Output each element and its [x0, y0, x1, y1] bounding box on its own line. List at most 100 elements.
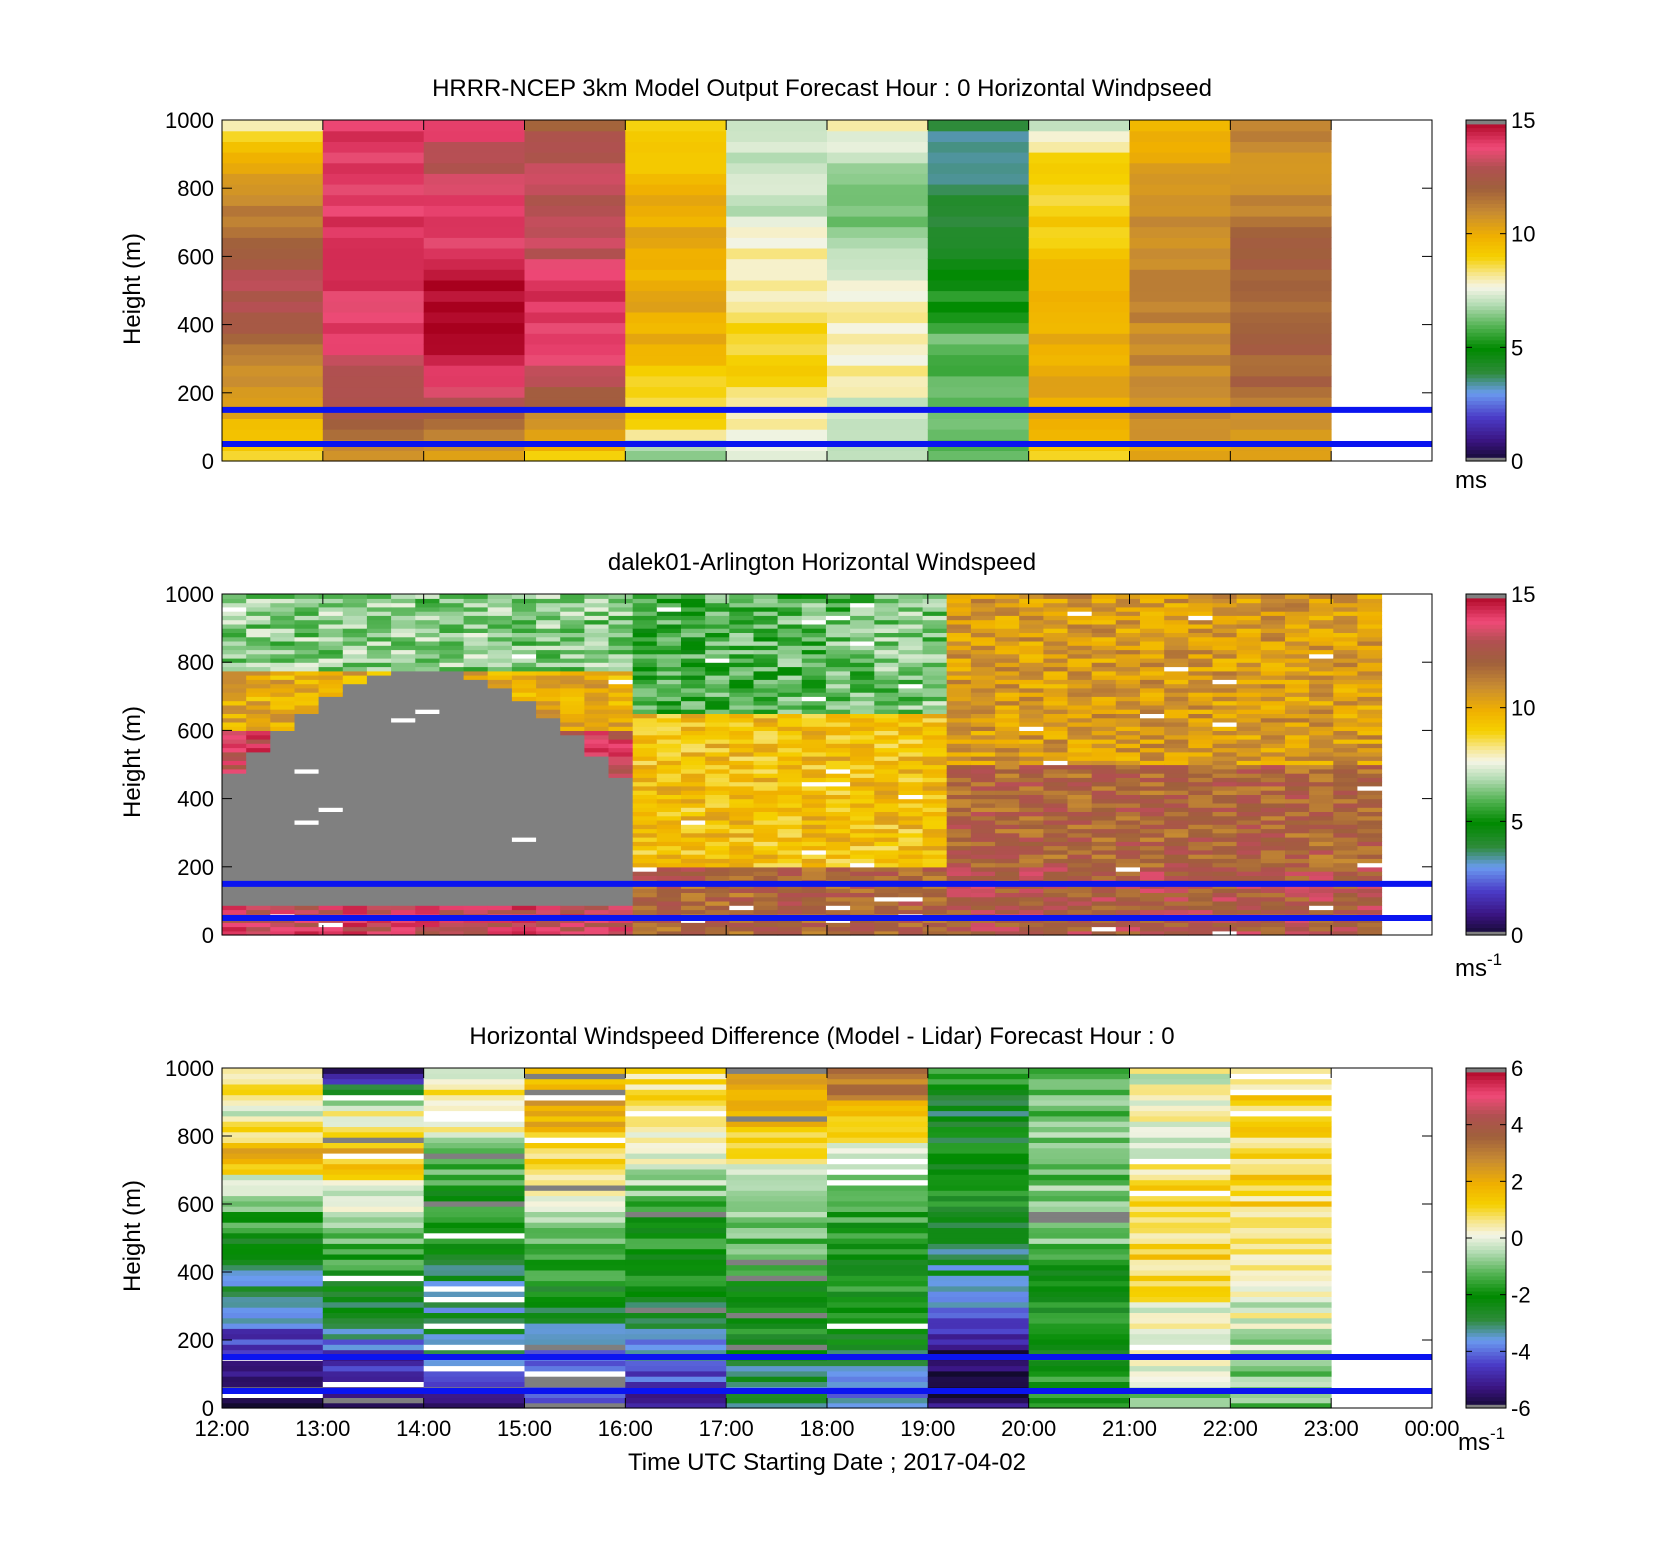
colorbar-swatch [1466, 192, 1506, 197]
heatmap-cell [1164, 636, 1189, 642]
heatmap-cell [366, 687, 392, 693]
heatmap-cell [487, 692, 513, 697]
heatmap-cell [294, 628, 320, 633]
heatmap-cell [656, 747, 682, 753]
heatmap-cell [294, 645, 320, 651]
heatmap-cell [536, 756, 561, 761]
heatmap-cell [511, 747, 537, 753]
heatmap-cell [511, 623, 537, 629]
heatmap-cell [874, 602, 899, 608]
colorbar-swatch [1466, 673, 1506, 678]
heatmap-cell [898, 606, 924, 612]
heatmap-cell [850, 811, 875, 817]
heatmap-cell [1309, 679, 1334, 685]
heatmap-cell [825, 602, 851, 608]
colorbar-swatch [1466, 165, 1506, 170]
heatmap-cell [681, 875, 706, 881]
heatmap-cell [827, 183, 929, 196]
heatmap-cell [827, 1083, 929, 1090]
heatmap-cell [560, 837, 585, 842]
heatmap-cell [1230, 226, 1332, 238]
heatmap-cell [366, 751, 392, 757]
heatmap-cell [222, 1190, 324, 1197]
heatmap-cell [423, 311, 525, 324]
heatmap-cell [825, 926, 851, 932]
heatmap-cell [536, 743, 561, 749]
heatmap-cell [1019, 623, 1044, 629]
heatmap-cell [1285, 875, 1310, 881]
heatmap-cell [1309, 922, 1334, 928]
heatmap-cell [850, 909, 875, 915]
heatmap-cell [415, 773, 440, 778]
heatmap-cell [524, 120, 626, 132]
heatmap-cell [222, 1259, 324, 1266]
heatmap-cell [246, 738, 271, 744]
heatmap-cell [246, 909, 271, 915]
heatmap-cell [1285, 704, 1310, 710]
heatmap-cell [608, 922, 634, 928]
heatmap-cell [1236, 653, 1262, 659]
heatmap-cell [1188, 768, 1213, 774]
heatmap-cell [1212, 888, 1238, 893]
heatmap-cell [608, 721, 634, 727]
heatmap-cell [625, 1338, 727, 1345]
heatmap-cell [366, 602, 392, 608]
heatmap-cell [1188, 675, 1213, 680]
heatmap-cell [318, 734, 344, 740]
heatmap-cell [423, 290, 525, 302]
heatmap-cell [970, 866, 996, 872]
heatmap-cell [922, 871, 948, 876]
heatmap-cell [487, 764, 513, 770]
heatmap-cell [1285, 696, 1310, 702]
heatmap-cell [656, 615, 682, 621]
heatmap-cell [270, 704, 295, 710]
heatmap-cell [366, 845, 392, 851]
heatmap-cell [415, 798, 440, 804]
heatmap-cell [970, 892, 996, 898]
heatmap-cell [222, 615, 247, 621]
heatmap-cell [632, 649, 658, 655]
heatmap-cell [1129, 343, 1231, 356]
colorbar-swatch [1466, 927, 1506, 932]
heatmap-cell [946, 858, 972, 864]
heatmap-cell [584, 781, 610, 787]
heatmap-cell [1333, 709, 1358, 714]
heatmap-cell [294, 670, 320, 676]
heatmap-cell [1115, 675, 1141, 680]
heatmap-cell [922, 666, 948, 672]
heatmap-cell [922, 679, 948, 685]
heatmap-cell [511, 785, 537, 791]
colorbar-swatch [1466, 438, 1506, 443]
heatmap-cell [753, 657, 779, 663]
heatmap-cell [729, 854, 754, 859]
colorbar-swatch [1466, 264, 1506, 269]
heatmap-cell [439, 709, 465, 714]
heatmap-cell [1333, 721, 1358, 727]
heatmap-cell [1091, 849, 1117, 855]
heatmap-cell [898, 640, 924, 646]
heatmap-cell [1129, 247, 1231, 260]
heatmap-cell [656, 640, 682, 646]
heatmap-cell [584, 751, 610, 757]
heatmap-cell [801, 726, 827, 731]
heatmap-cell [729, 798, 754, 804]
heatmap-cell [270, 594, 295, 599]
heatmap-cell [827, 1227, 929, 1234]
heatmap-cell [524, 1338, 626, 1345]
heatmap-cell [927, 1248, 1030, 1255]
heatmap-cell [318, 619, 344, 625]
heatmap-cell [681, 747, 706, 753]
heatmap-cell [1285, 734, 1310, 740]
heatmap-cell [342, 828, 368, 834]
heatmap-cell [1309, 632, 1334, 638]
heatmap-cell [995, 802, 1020, 808]
heatmap-cell [487, 909, 513, 915]
heatmap-cell [970, 811, 996, 817]
heatmap-cell [511, 798, 537, 804]
heatmap-cell [294, 760, 320, 766]
heatmap-cell [827, 1142, 929, 1149]
heatmap-cell [487, 785, 513, 791]
heatmap-cell [1285, 900, 1310, 906]
heatmap-cell [922, 896, 948, 902]
heatmap-cell [270, 662, 295, 668]
